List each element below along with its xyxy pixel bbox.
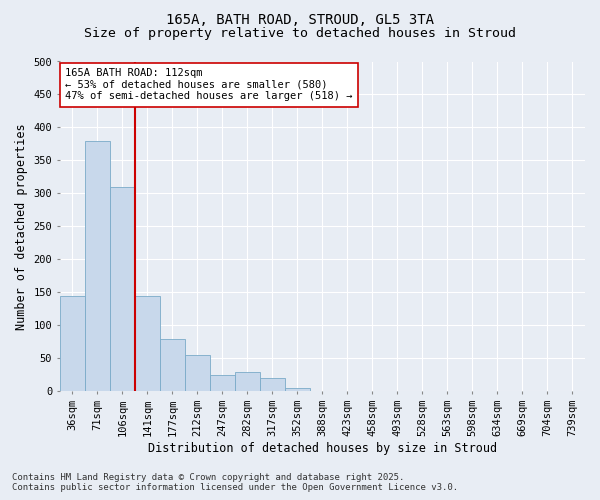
Text: 165A, BATH ROAD, STROUD, GL5 3TA: 165A, BATH ROAD, STROUD, GL5 3TA bbox=[166, 12, 434, 26]
Bar bbox=[560, 390, 585, 392]
Text: Contains HM Land Registry data © Crown copyright and database right 2025.
Contai: Contains HM Land Registry data © Crown c… bbox=[12, 473, 458, 492]
Y-axis label: Number of detached properties: Number of detached properties bbox=[15, 123, 28, 330]
Bar bbox=[60, 296, 85, 392]
Bar bbox=[135, 296, 160, 392]
Bar bbox=[235, 372, 260, 392]
Text: Size of property relative to detached houses in Stroud: Size of property relative to detached ho… bbox=[84, 28, 516, 40]
Bar bbox=[210, 375, 235, 392]
Bar bbox=[260, 378, 285, 392]
Bar bbox=[85, 140, 110, 392]
Bar bbox=[310, 390, 335, 392]
X-axis label: Distribution of detached houses by size in Stroud: Distribution of detached houses by size … bbox=[148, 442, 497, 455]
Bar bbox=[185, 355, 210, 392]
Text: 165A BATH ROAD: 112sqm
← 53% of detached houses are smaller (580)
47% of semi-de: 165A BATH ROAD: 112sqm ← 53% of detached… bbox=[65, 68, 353, 102]
Bar bbox=[285, 388, 310, 392]
Bar bbox=[110, 187, 135, 392]
Bar bbox=[160, 338, 185, 392]
